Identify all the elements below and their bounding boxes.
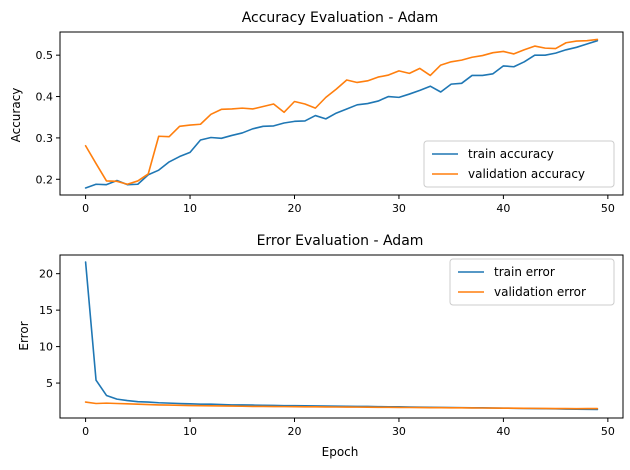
error-x-tick-label: 50	[601, 425, 615, 438]
accuracy-lines	[84, 38, 599, 189]
accuracy-x-tick-label: 30	[392, 202, 406, 215]
accuracy-ticks: 0 10 20 30 40 50 0.2 0.3 0.4 0.5	[36, 49, 615, 215]
error-y-tick-label: 5	[46, 377, 53, 390]
accuracy-x-tick-label: 40	[496, 202, 510, 215]
error-x-tick-label: 30	[392, 425, 406, 438]
error-lines	[84, 261, 599, 411]
error-x-tick-label: 20	[287, 425, 301, 438]
error-x-tick-label: 40	[496, 425, 510, 438]
error-y-axis-label: Error	[17, 321, 31, 350]
accuracy-x-tick-label: 20	[287, 202, 301, 215]
legend-label-train-error: train error	[494, 265, 555, 279]
error-y-tick-label: 20	[39, 268, 53, 281]
error-axes-frame	[59, 254, 624, 419]
error-legend-box	[449, 258, 615, 306]
accuracy-y-tick-label: 0.4	[36, 91, 54, 104]
legend-label-validation-error: validation error	[494, 285, 586, 299]
accuracy-x-tick-label: 50	[601, 202, 615, 215]
accuracy-y-axis-label: Accuracy	[9, 88, 23, 143]
accuracy-y-tick-label: 0.2	[36, 173, 54, 186]
accuracy-chart-title: Accuracy Evaluation - Adam	[242, 10, 439, 26]
accuracy-y-tick-label: 0.5	[36, 49, 54, 62]
series-line-train-accuracy	[84, 39, 599, 189]
error-x-tick-label: 10	[183, 425, 197, 438]
series-line-validation-error	[84, 401, 599, 410]
error-x-axis-label: Epoch	[322, 445, 359, 459]
error-y-tick-label: 10	[39, 341, 53, 354]
legend-label-validation-accuracy: validation accuracy	[468, 167, 585, 181]
accuracy-axes-frame	[59, 31, 624, 196]
legend-label-train-accuracy: train accuracy	[468, 147, 554, 161]
error-legend: train error validation error	[449, 258, 615, 306]
accuracy-plot: Accuracy Evaluation - Adam Accuracy 0 10 2…	[9, 10, 624, 215]
series-line-validation-accuracy	[84, 38, 599, 186]
accuracy-legend: train accuracy validation accuracy	[423, 140, 615, 188]
accuracy-x-tick-label: 10	[183, 202, 197, 215]
error-x-tick-label: 0	[82, 425, 89, 438]
accuracy-x-tick-label: 0	[82, 202, 89, 215]
accuracy-y-tick-label: 0.3	[36, 132, 54, 145]
error-ticks: 0 10 20 30 40 50 5 10 15 20	[39, 268, 615, 438]
error-plot: Error Evaluation - Adam Error Epoch 0 10 2…	[17, 233, 624, 459]
accuracy-legend-box	[423, 140, 615, 188]
error-chart-title: Error Evaluation - Adam	[257, 233, 424, 249]
error-y-tick-label: 15	[39, 304, 53, 317]
